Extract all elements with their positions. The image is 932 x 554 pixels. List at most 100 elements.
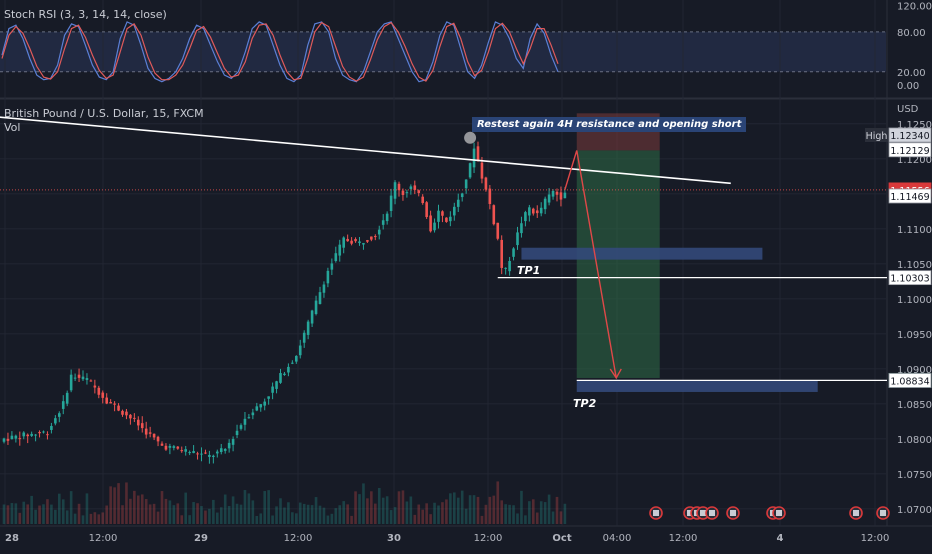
time-tick-label: 29	[194, 533, 208, 544]
event-icon[interactable]	[705, 506, 719, 520]
candle	[125, 408, 128, 420]
event-icon[interactable]	[726, 506, 740, 520]
time-tick-label: 12:00	[861, 533, 890, 544]
candle	[504, 267, 507, 275]
volume-bar	[97, 514, 101, 524]
candle-body	[50, 425, 53, 430]
candle	[512, 247, 515, 261]
event-icon[interactable]	[772, 506, 786, 520]
candle-body	[184, 449, 187, 452]
candle-body	[393, 182, 397, 199]
candle	[212, 454, 215, 464]
candle	[61, 395, 65, 415]
candle	[338, 239, 342, 262]
candle	[524, 210, 527, 227]
volume-bar	[121, 505, 124, 524]
candle-body	[377, 229, 381, 235]
stoch-tick-label: 0.00	[897, 81, 919, 92]
volume-bar	[535, 512, 539, 524]
candle	[318, 286, 322, 305]
candle	[381, 214, 385, 230]
candle-body	[212, 455, 215, 458]
resistance-trendline[interactable]	[0, 116, 731, 185]
candle-body	[555, 191, 559, 195]
candle	[362, 242, 365, 250]
price-tick-label: 1.08500	[897, 400, 932, 411]
candle-body	[366, 240, 369, 242]
callout-annotation[interactable]: Restest again 4H resistance and opening …	[472, 117, 747, 132]
candle-body	[223, 448, 227, 451]
tp2-label[interactable]: TP2	[573, 397, 597, 410]
candle-body	[397, 183, 401, 191]
volume-bar	[38, 505, 41, 524]
candle	[109, 399, 112, 404]
tp2-zone[interactable]	[576, 380, 818, 392]
price-level-badge-box	[888, 142, 932, 158]
candle	[77, 368, 81, 383]
candle	[532, 207, 535, 216]
candle	[200, 447, 203, 462]
volume-bar	[453, 492, 456, 524]
volume-bar	[413, 514, 417, 524]
candle	[449, 211, 452, 227]
candle-body	[385, 213, 389, 222]
candle	[85, 373, 89, 385]
volume-bar	[275, 506, 278, 524]
candle	[18, 431, 22, 446]
candle-body	[247, 417, 251, 419]
volume-bar	[30, 495, 33, 524]
volume-bar	[235, 503, 239, 524]
volume-bar	[441, 502, 444, 524]
candle	[539, 202, 543, 217]
event-icon[interactable]	[849, 506, 863, 520]
candle	[508, 256, 511, 276]
candle	[46, 431, 49, 440]
projection-arrow[interactable]	[576, 150, 617, 379]
candle-body	[34, 434, 37, 436]
reward-box[interactable]	[576, 150, 660, 378]
projection-arrowhead	[609, 368, 622, 380]
volume-bar	[354, 491, 357, 524]
volume-bar	[445, 499, 448, 524]
event-icon[interactable]	[649, 506, 663, 520]
event-icon[interactable]	[876, 506, 890, 520]
event-icon-flag	[730, 510, 736, 516]
volume-bar	[125, 482, 128, 524]
candle	[346, 234, 349, 242]
candle	[263, 398, 266, 411]
candle-body	[306, 321, 310, 335]
time-tick-label: 30	[387, 533, 401, 544]
candle	[468, 162, 472, 179]
volume-bar	[148, 504, 152, 524]
volume-bar	[291, 512, 294, 524]
candle	[81, 370, 85, 382]
candle	[231, 436, 235, 452]
candle-body	[449, 216, 452, 222]
candle	[409, 184, 413, 195]
candle-body	[101, 392, 105, 398]
candle	[196, 451, 199, 460]
volume-bar	[227, 506, 231, 524]
volume-bar	[532, 499, 535, 524]
candle-body	[346, 238, 349, 242]
candle	[413, 180, 417, 195]
candle-body	[563, 192, 567, 199]
candle	[279, 368, 282, 384]
candle	[401, 188, 405, 201]
volume-bar	[168, 500, 172, 524]
volume-bar	[180, 515, 184, 524]
price-level-badge: 1.08834	[888, 373, 932, 388]
candle-body	[354, 239, 357, 242]
tp1-zone[interactable]	[521, 247, 763, 260]
volume-bar	[77, 503, 81, 524]
candle-body	[417, 190, 421, 194]
candle-body	[156, 436, 160, 442]
tp1-label[interactable]: TP1	[517, 264, 541, 277]
candle	[445, 217, 448, 223]
volume-bar	[559, 511, 563, 524]
price-level-value: 1.12340	[890, 131, 929, 142]
candle-body	[472, 148, 476, 168]
candle-body	[255, 406, 259, 411]
